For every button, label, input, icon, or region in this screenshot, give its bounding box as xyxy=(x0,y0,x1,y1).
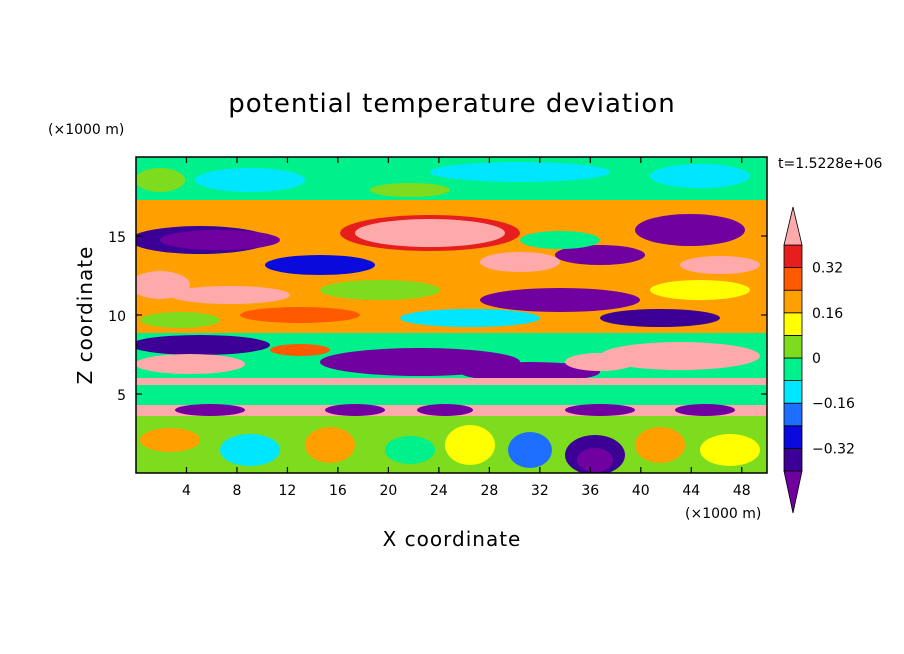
colorbar-max-triangle xyxy=(783,206,803,246)
x-tick-label: 4 xyxy=(182,483,191,499)
colorbar-swatch xyxy=(783,425,803,449)
x-unit-label: (×1000 m) xyxy=(685,506,761,522)
y-tick-label: 5 xyxy=(117,388,126,404)
colorbar-swatch xyxy=(783,289,803,314)
colorbar-swatch xyxy=(783,267,803,291)
colorbar-tick-label: 0.16 xyxy=(812,306,843,322)
x-axis-ticks: 4 8 12 16 20 24 28 32 36 40 44 48 xyxy=(182,157,751,499)
y-tick-label: 10 xyxy=(108,309,126,325)
contour-field xyxy=(136,157,767,473)
x-tick-label: 8 xyxy=(232,483,241,499)
x-tick-label: 28 xyxy=(480,483,498,499)
x-tick-label: 40 xyxy=(632,483,650,499)
y-unit-label: (×1000 m) xyxy=(48,122,124,138)
x-tick-label: 12 xyxy=(279,483,297,499)
y-axis-ticks: 5 10 15 xyxy=(108,230,767,404)
y-tick-label: 15 xyxy=(108,230,126,246)
x-tick-label: 16 xyxy=(329,483,347,499)
colorbar-swatch xyxy=(783,244,803,269)
x-tick-label: 44 xyxy=(682,483,700,499)
x-tick-label: 20 xyxy=(379,483,397,499)
colorbar-tick-label: 0 xyxy=(812,351,821,367)
colorbar-swatch xyxy=(783,312,803,336)
time-label: t=1.5228e+06 xyxy=(778,156,882,172)
colorbar-tick-label: 0.32 xyxy=(812,261,843,277)
x-tick-label: 48 xyxy=(733,483,751,499)
colorbar: 0.32 0.16 0 −0.16 −0.32 xyxy=(783,206,855,514)
x-tick-label: 36 xyxy=(581,483,599,499)
colorbar-min-triangle xyxy=(783,470,803,514)
colorbar-swatch xyxy=(783,334,803,359)
x-axis-label: X coordinate xyxy=(383,527,522,551)
colorbar-swatch xyxy=(783,447,803,472)
colorbar-swatch xyxy=(783,402,803,427)
colorbar-tick-label: −0.16 xyxy=(812,396,855,412)
colorbar-swatch xyxy=(783,380,803,404)
x-tick-label: 24 xyxy=(430,483,448,499)
y-axis-label: Z coordinate xyxy=(73,246,97,385)
x-tick-label: 32 xyxy=(531,483,549,499)
colorbar-swatch xyxy=(783,357,803,382)
colorbar-tick-label: −0.32 xyxy=(812,441,855,457)
chart-title: potential temperature deviation xyxy=(228,89,675,119)
